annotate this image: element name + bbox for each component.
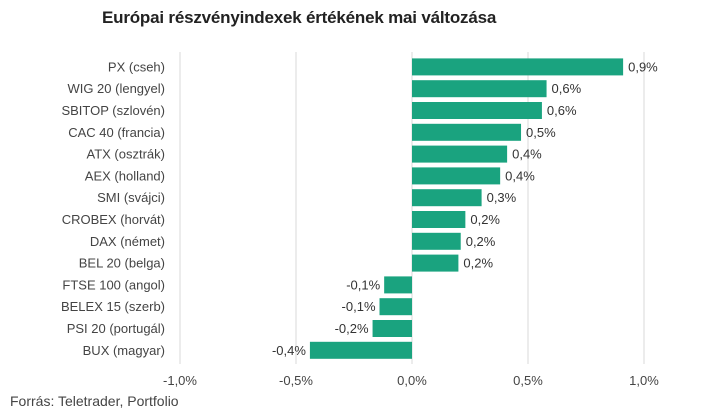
- data-label: -0,2%: [335, 321, 369, 336]
- bar: [412, 80, 547, 98]
- x-tick-labels: -1,0% -0,5% 0,0% 0,5% 1,0%: [163, 373, 659, 388]
- x-tick-label: -0,5%: [279, 373, 313, 388]
- data-label: -0,1%: [342, 299, 376, 314]
- category-label: BELEX 15 (szerb): [61, 299, 165, 314]
- data-labels: 0,9% 0,6% 0,6% 0,5% 0,4% 0,4% 0,3% 0,2% 0,2% 0,2%…: [272, 59, 658, 357]
- x-tick-label: -1,0%: [163, 373, 197, 388]
- data-label: 0,6%: [547, 103, 577, 118]
- category-label: CROBEX (horvát): [62, 212, 165, 227]
- category-label: BUX (magyar): [83, 343, 165, 358]
- data-label: 0,2%: [466, 234, 496, 249]
- x-tick-label: 0,0%: [397, 373, 427, 388]
- bar: [384, 276, 412, 294]
- category-label: BEL 20 (belga): [79, 256, 165, 271]
- bar: [412, 102, 542, 119]
- bar: [412, 167, 501, 185]
- bar: [412, 232, 461, 250]
- bar: [412, 58, 624, 76]
- data-label: 0,2%: [463, 256, 493, 271]
- data-label: -0,1%: [346, 277, 380, 292]
- bar: [412, 189, 482, 207]
- data-label: 0,6%: [552, 81, 582, 96]
- category-label: SBITOP (szlovén): [61, 103, 165, 118]
- category-label: PX (cseh): [108, 59, 165, 74]
- data-label: 0,3%: [487, 190, 517, 205]
- data-label: 0,4%: [512, 147, 542, 162]
- bar: [412, 211, 466, 228]
- category-label: CAC 40 (francia): [68, 125, 165, 140]
- category-label: FTSE 100 (angol): [62, 277, 165, 292]
- bar: [412, 123, 522, 141]
- category-label: PSI 20 (portugál): [67, 321, 165, 336]
- chart-title: Európai részvényindexek értékének mai vá…: [102, 8, 497, 27]
- category-label: SMI (svájci): [97, 190, 165, 205]
- bar: [379, 298, 412, 316]
- category-label: AEX (holland): [85, 168, 165, 183]
- data-label: 0,4%: [505, 168, 535, 183]
- bar: [412, 145, 508, 163]
- x-tick-label: 0,5%: [513, 373, 543, 388]
- x-tick-label: 1,0%: [629, 373, 659, 388]
- category-label: DAX (német): [90, 234, 165, 249]
- bar: [309, 341, 412, 359]
- data-label: 0,9%: [628, 59, 658, 74]
- data-label: 0,5%: [526, 125, 556, 140]
- bar: [372, 320, 412, 337]
- data-label: 0,2%: [470, 212, 500, 227]
- bars: [309, 58, 624, 359]
- category-label: WIG 20 (lengyel): [67, 81, 165, 96]
- category-labels: PX (cseh) WIG 20 (lengyel) SBITOP (szlovén…: [61, 59, 165, 357]
- category-label: ATX (osztrák): [87, 147, 166, 162]
- gridlines: [179, 52, 645, 364]
- data-label: -0,4%: [272, 343, 306, 358]
- bar: [412, 254, 459, 272]
- source-note: Forrás: Teletrader, Portfolio: [10, 393, 179, 409]
